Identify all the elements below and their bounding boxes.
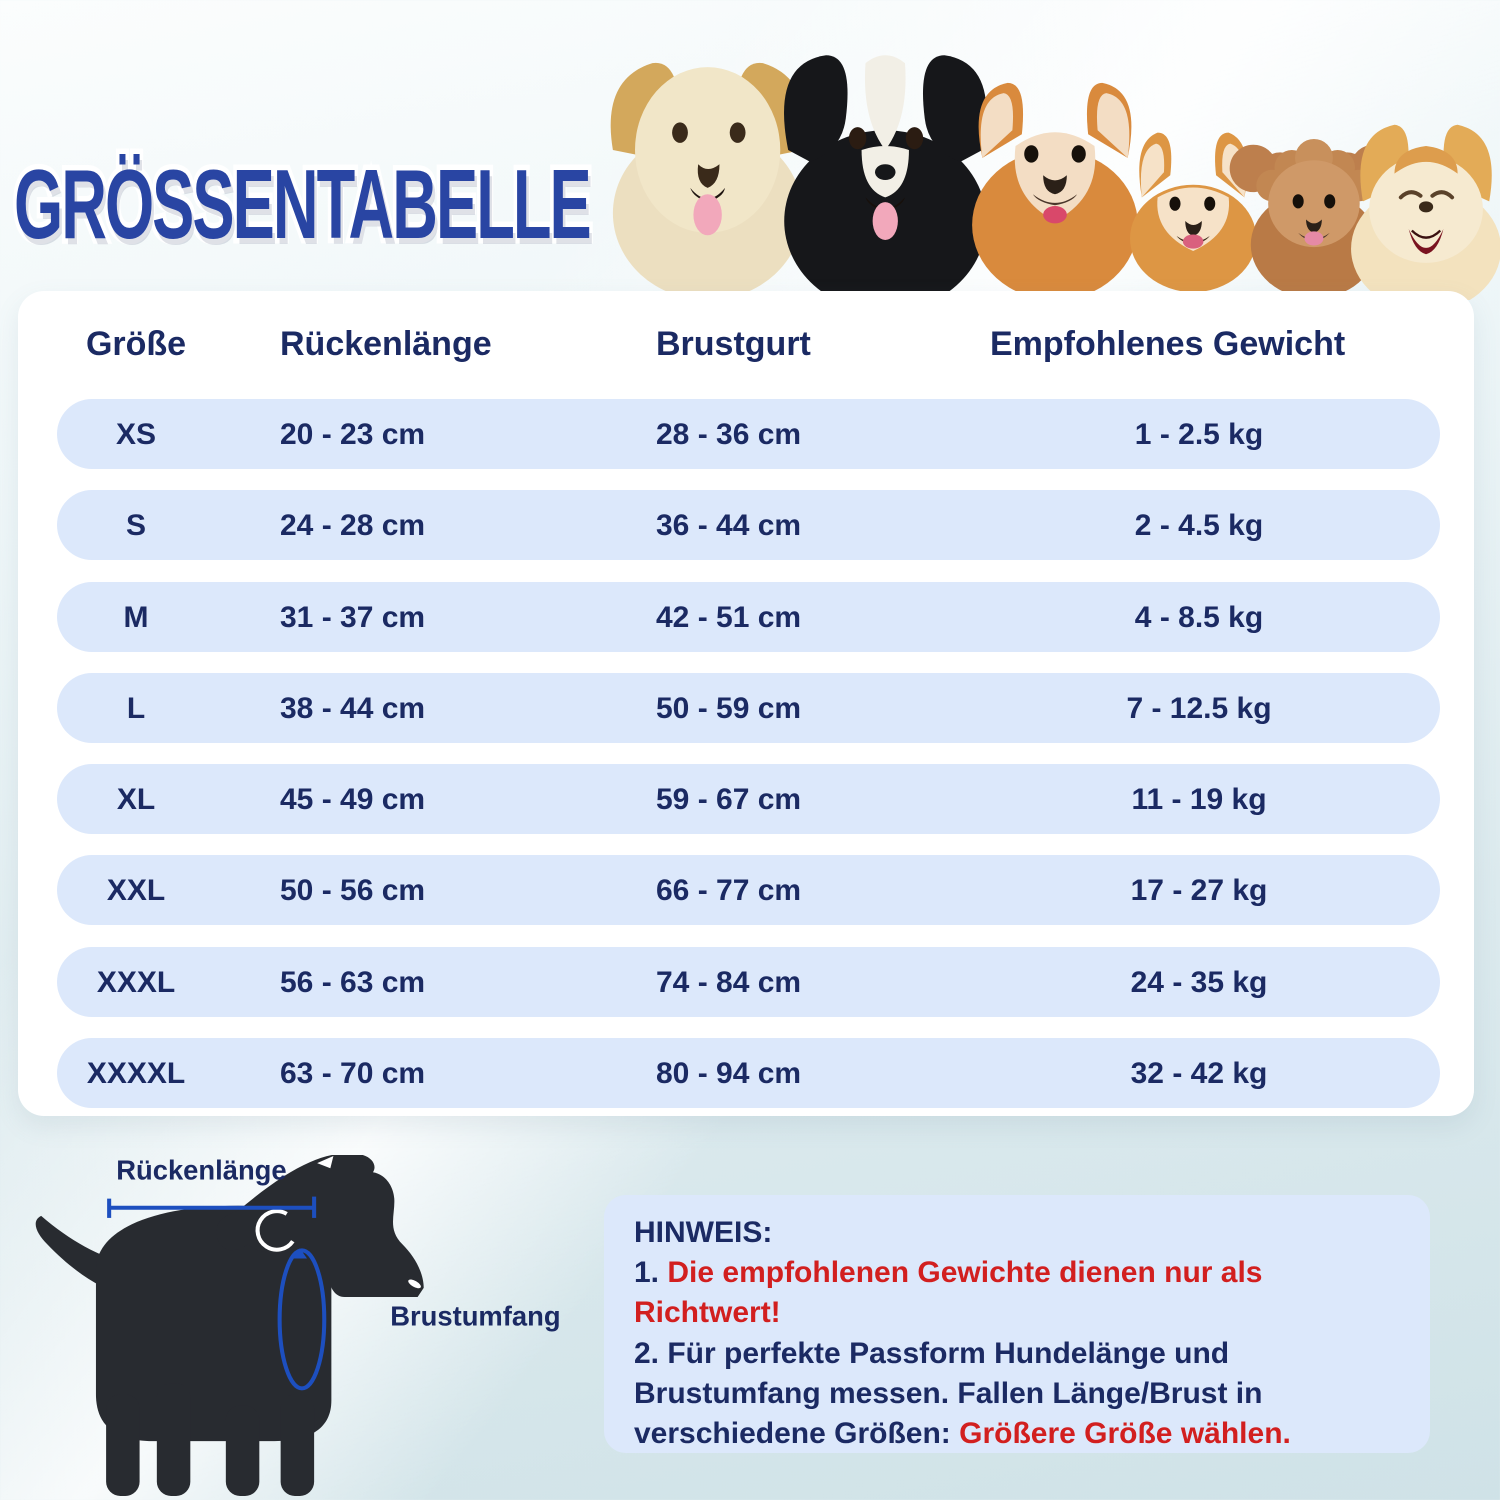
svg-text:Rückenlänge: Rückenlänge <box>116 1155 286 1185</box>
svg-text:Brustumfang: Brustumfang <box>390 1300 560 1331</box>
